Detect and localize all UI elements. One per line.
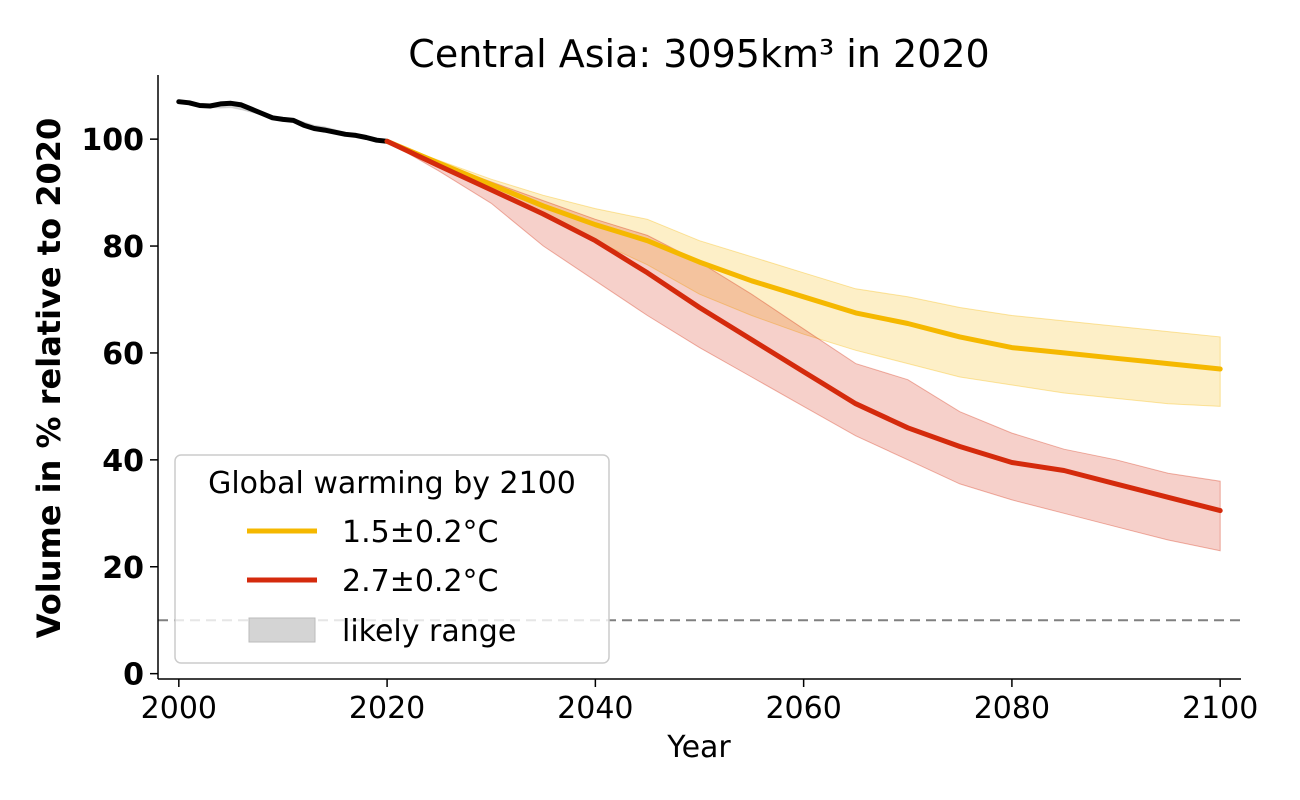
legend-label-1-5c: 1.5±0.2°C <box>342 515 499 550</box>
y-tick-label-40: 40 <box>102 444 144 479</box>
legend-label-likely-range: likely range <box>342 614 516 649</box>
x-tick-label-2080: 2080 <box>974 691 1050 726</box>
legend-title: Global warming by 2100 <box>208 466 576 501</box>
x-axis-label: Year <box>666 730 731 765</box>
legend: Global warming by 2100 1.5±0.2°C 2.7±0.2… <box>174 454 610 664</box>
legend-swatch-likely-range <box>248 617 316 643</box>
y-axis-label: Volume in % relative to 2020 <box>30 118 68 639</box>
x-tick-label-2100: 2100 <box>1182 691 1258 726</box>
x-tick-label-2040: 2040 <box>557 691 633 726</box>
axes-spines <box>157 75 1241 680</box>
x-tick-label-2020: 2020 <box>349 691 425 726</box>
legend-label-2-7c: 2.7±0.2°C <box>342 564 499 599</box>
y-tick-label-0: 0 <box>123 658 144 693</box>
y-tick-label-20: 20 <box>102 551 144 586</box>
x-tick-label-2000: 2000 <box>141 691 217 726</box>
y-tick-label-60: 60 <box>102 337 144 372</box>
band-1-5-0-2-c <box>386 140 1221 407</box>
x-ticks: 2000 2020 2040 2060 2080 2100 <box>141 679 1258 726</box>
chart-title: Central Asia: 3095km³ in 2020 <box>408 32 989 76</box>
y-ticks: 0 20 40 60 80 100 <box>81 123 158 693</box>
legend-frame <box>174 454 610 664</box>
series-line-1-5-0-2-c <box>384 138 1223 372</box>
y-tick-label-100: 100 <box>81 123 144 158</box>
y-tick-label-80: 80 <box>102 230 144 265</box>
series-line-2-7-0-2-c <box>384 138 1223 514</box>
series-lines <box>176 99 1223 514</box>
historical-line <box>176 99 390 144</box>
x-tick-label-2060: 2060 <box>765 691 841 726</box>
